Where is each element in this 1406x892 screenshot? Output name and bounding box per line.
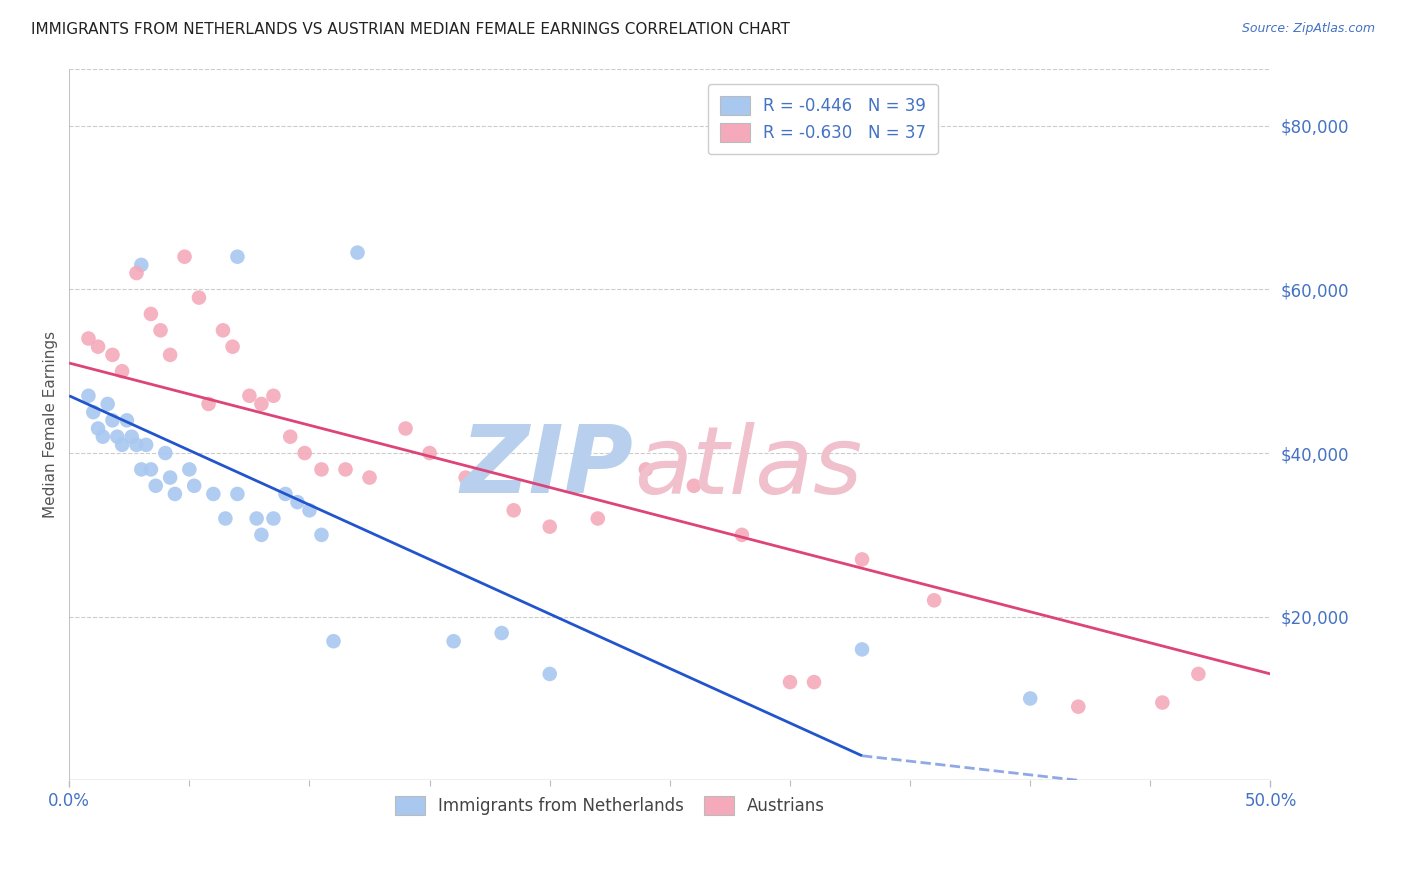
Point — [502, 503, 524, 517]
Point — [101, 348, 124, 362]
Point — [803, 675, 825, 690]
Point — [91, 430, 114, 444]
Point — [101, 413, 124, 427]
Text: ZIP: ZIP — [461, 421, 634, 513]
Point — [731, 528, 754, 542]
Point — [131, 462, 153, 476]
Point — [851, 642, 873, 657]
Point — [115, 413, 138, 427]
Point — [139, 462, 162, 476]
Point — [111, 364, 134, 378]
Point — [311, 528, 333, 542]
Point — [87, 340, 110, 354]
Point — [159, 470, 181, 484]
Point — [287, 495, 309, 509]
Point — [197, 397, 219, 411]
Point — [1067, 699, 1090, 714]
Point — [634, 462, 657, 476]
Point — [359, 470, 381, 484]
Text: atlas: atlas — [634, 422, 862, 513]
Point — [851, 552, 873, 566]
Point — [779, 675, 801, 690]
Point — [294, 446, 316, 460]
Point — [419, 446, 441, 460]
Point — [278, 430, 301, 444]
Point — [443, 634, 465, 648]
Point — [214, 511, 236, 525]
Y-axis label: Median Female Earnings: Median Female Earnings — [44, 331, 58, 518]
Point — [538, 519, 561, 533]
Point — [125, 266, 148, 280]
Point — [87, 421, 110, 435]
Point — [212, 323, 235, 337]
Point — [173, 250, 195, 264]
Point — [322, 634, 344, 648]
Point — [139, 307, 162, 321]
Point — [149, 323, 172, 337]
Legend: Immigrants from Netherlands, Austrians: Immigrants from Netherlands, Austrians — [384, 786, 835, 825]
Point — [586, 511, 609, 525]
Point — [183, 479, 205, 493]
Point — [491, 626, 513, 640]
Point — [159, 348, 181, 362]
Point — [250, 528, 273, 542]
Text: Source: ZipAtlas.com: Source: ZipAtlas.com — [1241, 22, 1375, 36]
Text: IMMIGRANTS FROM NETHERLANDS VS AUSTRIAN MEDIAN FEMALE EARNINGS CORRELATION CHART: IMMIGRANTS FROM NETHERLANDS VS AUSTRIAN … — [31, 22, 790, 37]
Point — [335, 462, 357, 476]
Point — [163, 487, 186, 501]
Point — [125, 438, 148, 452]
Point — [155, 446, 177, 460]
Point — [82, 405, 104, 419]
Point — [145, 479, 167, 493]
Point — [922, 593, 945, 607]
Point — [298, 503, 321, 517]
Point — [226, 487, 249, 501]
Point — [394, 421, 416, 435]
Point — [246, 511, 269, 525]
Point — [131, 258, 153, 272]
Point — [135, 438, 157, 452]
Point — [250, 397, 273, 411]
Point — [121, 430, 143, 444]
Point — [274, 487, 297, 501]
Point — [221, 340, 243, 354]
Point — [105, 430, 128, 444]
Point — [179, 462, 201, 476]
Point — [538, 667, 561, 681]
Point — [262, 389, 284, 403]
Point — [1187, 667, 1209, 681]
Point — [311, 462, 333, 476]
Point — [188, 291, 211, 305]
Point — [202, 487, 225, 501]
Point — [262, 511, 284, 525]
Point — [77, 331, 100, 345]
Point — [346, 245, 368, 260]
Point — [1019, 691, 1042, 706]
Point — [683, 479, 706, 493]
Point — [97, 397, 120, 411]
Point — [238, 389, 260, 403]
Point — [1152, 696, 1174, 710]
Point — [77, 389, 100, 403]
Point — [454, 470, 477, 484]
Point — [226, 250, 249, 264]
Point — [111, 438, 134, 452]
